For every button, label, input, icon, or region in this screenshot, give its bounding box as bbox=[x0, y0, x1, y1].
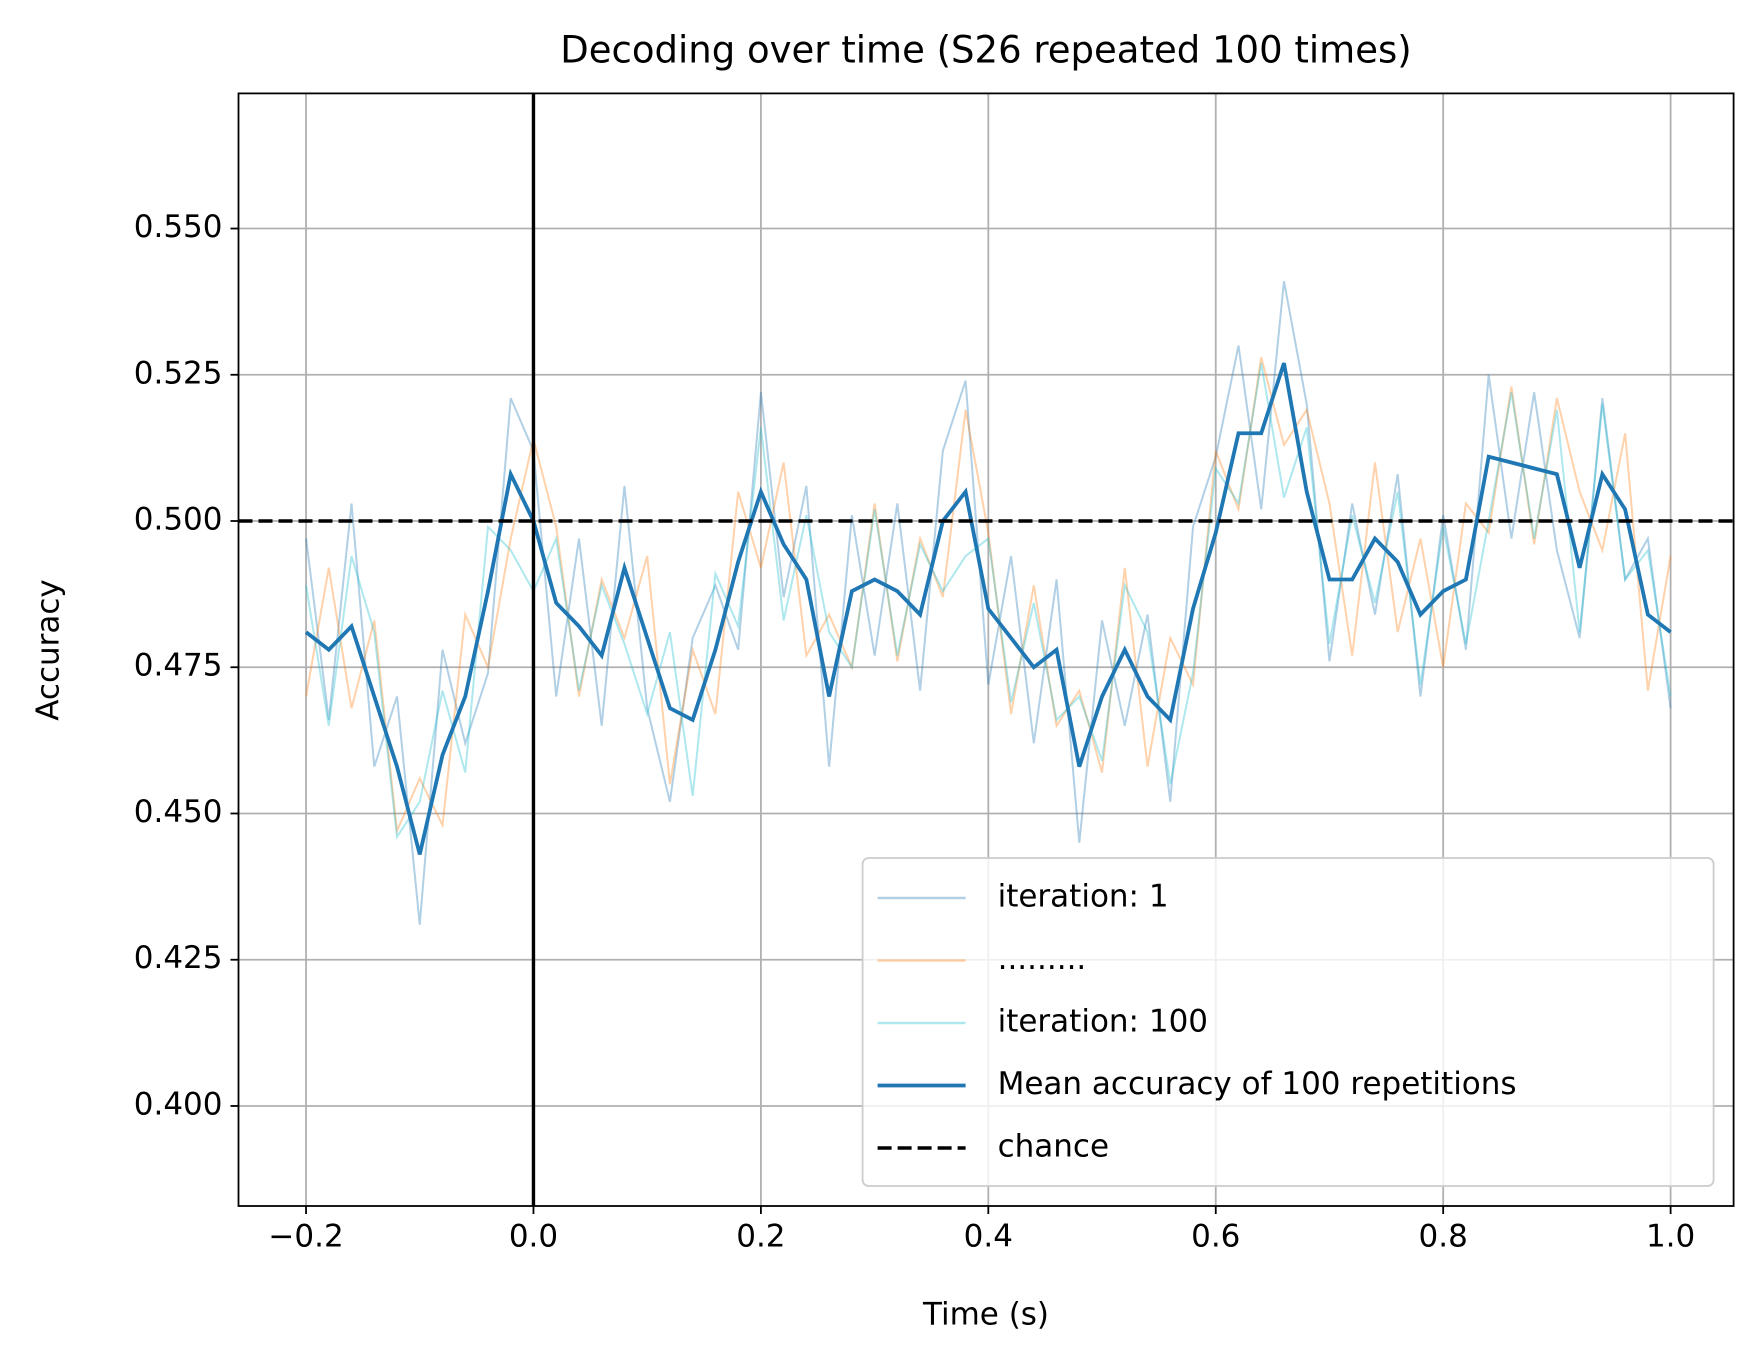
y-axis-label: Accuracy bbox=[31, 579, 67, 721]
x-tick-label: 0.6 bbox=[1191, 1219, 1240, 1255]
legend-label: iteration: 1 bbox=[998, 879, 1169, 915]
plot-frame bbox=[237, 92, 1735, 1207]
y-tick-label: 0.550 bbox=[134, 209, 223, 245]
x-tick-label: −0.2 bbox=[268, 1219, 343, 1255]
legend-label: ......... bbox=[998, 941, 1087, 977]
y-tick-label: 0.400 bbox=[134, 1086, 223, 1122]
y-tick-label: 0.525 bbox=[134, 355, 223, 391]
legend-label: chance bbox=[998, 1129, 1109, 1165]
legend-label: iteration: 100 bbox=[998, 1004, 1208, 1040]
x-tick-label: 0.4 bbox=[964, 1219, 1013, 1255]
legend-box bbox=[861, 857, 1715, 1187]
x-tick-label: 0.0 bbox=[509, 1219, 558, 1255]
y-tick-label: 0.425 bbox=[134, 940, 223, 976]
x-tick-label: 0.2 bbox=[736, 1219, 785, 1255]
legend: iteration: 1......... iteration: 100 Mean … bbox=[861, 857, 1715, 1187]
y-tick-label: 0.500 bbox=[134, 502, 223, 538]
chart-title: Decoding over time (S26 repeated 100 tim… bbox=[560, 29, 1411, 72]
y-tick-label: 0.475 bbox=[134, 648, 223, 684]
legend-label: Mean accuracy of 100 repetitions bbox=[998, 1066, 1517, 1102]
x-tick-label: 1.0 bbox=[1646, 1219, 1695, 1255]
x-axis-label: Time (s) bbox=[922, 1297, 1049, 1333]
y-tick-label: 0.450 bbox=[134, 794, 223, 830]
x-tick-label: 0.8 bbox=[1419, 1219, 1468, 1255]
